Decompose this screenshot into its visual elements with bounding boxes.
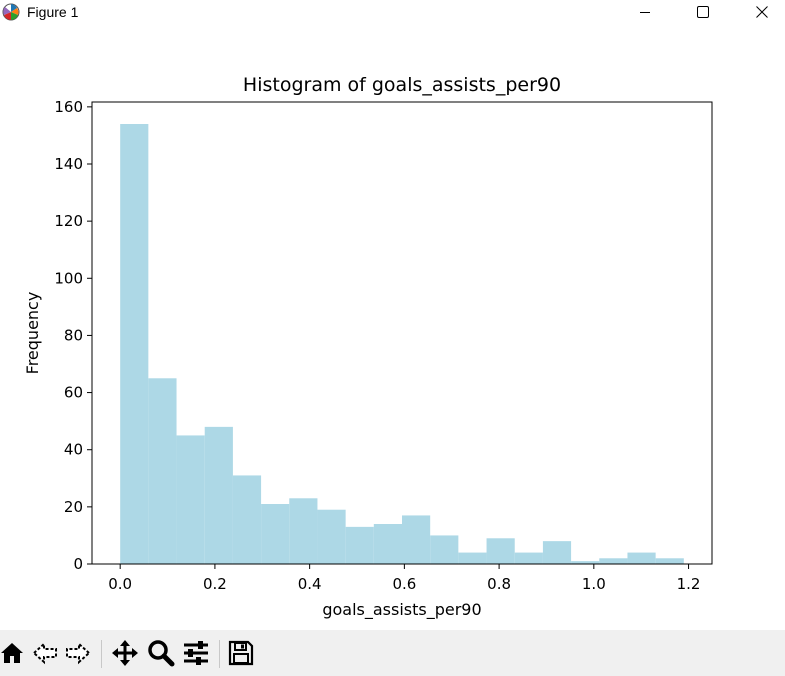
back-arrow-icon (32, 641, 57, 665)
y-tick-label: 0 (73, 555, 83, 573)
y-tick-label: 60 (64, 384, 83, 402)
toolbar-separator (219, 640, 220, 668)
x-tick-label: 0.2 (203, 575, 227, 593)
toolbar-separator (101, 640, 102, 668)
configure-subplots-button[interactable] (181, 638, 211, 668)
y-tick-label: 160 (54, 98, 83, 116)
y-axis-ticks: 0 20 40 60 80 100 120 140 160 (54, 98, 92, 573)
histogram-bar (542, 541, 572, 564)
axes-frame (91, 101, 713, 565)
histogram-bar (402, 515, 431, 564)
configure-subplots-icon (184, 641, 208, 665)
forward-arrow-icon (66, 641, 91, 665)
home-icon (1, 643, 23, 663)
histogram-bar (599, 558, 628, 564)
histogram-bar (627, 552, 656, 564)
chart-title: Histogram of goals_assists_per90 (243, 74, 561, 96)
histogram-bar (317, 509, 346, 564)
matplotlib-icon[interactable] (2, 3, 20, 21)
save-icon (228, 640, 254, 666)
y-tick-label: 140 (54, 155, 83, 173)
histogram-bar (148, 378, 177, 564)
histogram-bar (204, 426, 233, 564)
histogram-bar (120, 124, 149, 564)
y-tick-label: 80 (64, 326, 83, 344)
y-tick-label: 40 (64, 441, 83, 459)
histogram-bar (571, 561, 600, 564)
x-tick-label: 0.4 (298, 575, 322, 593)
window-titlebar: Figure 1 (0, 0, 785, 24)
window-title: Figure 1 (27, 4, 79, 20)
zoom-button[interactable] (146, 638, 176, 668)
histogram-bars (120, 124, 684, 564)
histogram-bar (486, 538, 515, 564)
histogram-bar (261, 504, 290, 564)
y-tick-label: 100 (54, 269, 83, 287)
y-tick-label: 20 (64, 498, 83, 516)
home-button[interactable] (0, 638, 27, 668)
x-tick-label: 1.2 (677, 575, 701, 593)
histogram-bar (458, 552, 487, 564)
histogram-bar (345, 526, 374, 564)
close-button[interactable] (739, 0, 785, 24)
minimize-icon (640, 12, 650, 13)
histogram-bar (176, 435, 205, 564)
histogram-bar (655, 558, 684, 564)
x-axis-label: goals_assists_per90 (322, 600, 481, 620)
back-button[interactable] (30, 638, 60, 668)
zoom-icon (148, 640, 175, 667)
x-axis-ticks: 0.0 0.2 0.4 0.6 0.8 1.0 1.2 (108, 564, 700, 593)
close-icon (756, 6, 768, 18)
histogram-bar (373, 524, 402, 564)
histogram-chart: 0.0 0.2 0.4 0.6 0.8 1.0 1.2 0 20 40 60 80 100 120 140… (23, 74, 713, 620)
navigation-toolbar (0, 630, 785, 676)
pan-button[interactable] (110, 638, 140, 668)
histogram-bar (232, 475, 262, 564)
pan-icon (112, 640, 138, 666)
minimize-button[interactable] (622, 0, 668, 24)
histogram-bar (289, 498, 318, 564)
histogram-bar (514, 552, 543, 564)
save-button[interactable] (226, 638, 256, 668)
y-axis-label: Frequency (23, 292, 42, 375)
forward-button[interactable] (63, 638, 93, 668)
x-tick-label: 0.8 (487, 575, 511, 593)
x-tick-label: 1.0 (582, 575, 606, 593)
maximize-icon (697, 6, 709, 18)
x-tick-label: 0.0 (108, 575, 132, 593)
maximize-button[interactable] (680, 0, 726, 24)
histogram-bar (430, 535, 459, 564)
figure-canvas[interactable]: 0.0 0.2 0.4 0.6 0.8 1.0 1.2 0 20 40 60 80 100 120 140… (0, 24, 785, 630)
y-tick-label: 120 (54, 212, 83, 230)
x-tick-label: 0.6 (392, 575, 416, 593)
